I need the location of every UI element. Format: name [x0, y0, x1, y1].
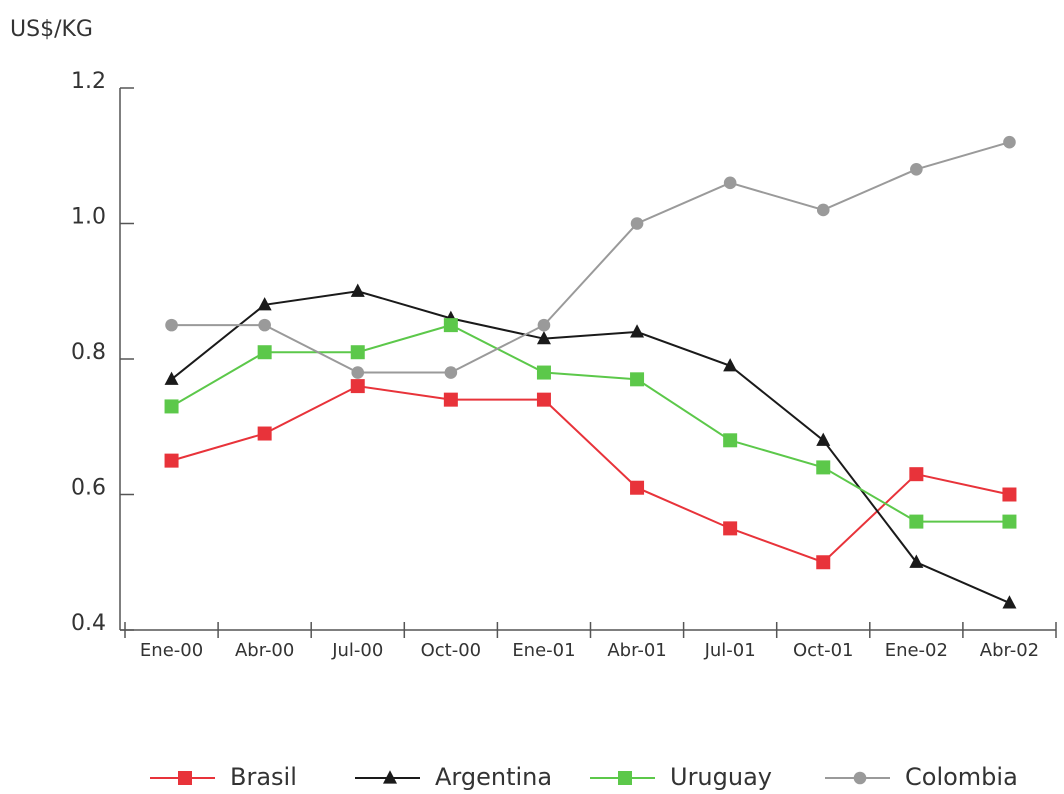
data-point — [536, 392, 551, 407]
data-point — [723, 433, 738, 448]
data-point — [350, 379, 365, 394]
y-tick-label: 1.0 — [71, 205, 106, 230]
data-point — [350, 283, 365, 297]
data-point — [536, 330, 551, 345]
legend-marker — [178, 771, 192, 785]
series-line — [171, 141, 1010, 374]
y-tick-label: 0.4 — [71, 611, 106, 636]
data-point — [258, 318, 271, 332]
x-tick-label: Abr-00 — [235, 640, 294, 661]
data-point — [164, 453, 179, 468]
x-tick-label: Ene-01 — [512, 640, 575, 661]
x-tick-label: Oct-00 — [421, 640, 482, 661]
data-point — [164, 399, 179, 414]
data-point — [350, 345, 365, 360]
data-point — [351, 366, 365, 379]
data-point — [443, 392, 458, 407]
data-point — [257, 345, 272, 360]
legend-label: Colombia — [905, 763, 1018, 791]
data-point — [630, 372, 645, 387]
data-point — [1002, 514, 1017, 529]
x-tick-label: Ene-00 — [140, 640, 203, 661]
x-tick-label: Abr-02 — [980, 640, 1039, 661]
data-point — [630, 480, 645, 495]
y-axis-label: US$/KG — [10, 17, 93, 42]
y-tick-label: 0.8 — [71, 340, 106, 365]
legend-label: Brasil — [230, 763, 297, 791]
data-point — [909, 554, 924, 568]
legend-marker — [618, 771, 632, 785]
data-point — [723, 176, 737, 190]
data-point — [723, 358, 738, 372]
data-point — [536, 365, 551, 380]
legend-label: Uruguay — [670, 763, 772, 791]
x-tick-label: Oct-01 — [793, 640, 854, 661]
series-line — [170, 290, 1010, 604]
data-point — [816, 203, 830, 217]
data-point — [164, 371, 179, 385]
data-point — [443, 318, 458, 333]
data-point — [257, 426, 272, 441]
data-point — [909, 514, 924, 529]
data-point — [1002, 595, 1017, 609]
legend-marker — [383, 770, 397, 784]
x-tick-label: Ene-02 — [885, 640, 948, 661]
data-point — [537, 318, 551, 332]
legend-label: Argentina — [435, 763, 552, 791]
data-point — [816, 555, 831, 570]
x-tick-label: Jul-01 — [704, 640, 756, 661]
data-point — [816, 460, 831, 475]
data-point — [910, 163, 923, 176]
data-point — [909, 467, 924, 482]
y-tick-label: 1.2 — [71, 69, 106, 94]
data-point — [816, 432, 831, 446]
data-point — [165, 318, 178, 332]
data-point — [1002, 487, 1017, 502]
x-tick-label: Jul-00 — [331, 640, 383, 661]
series-line — [171, 324, 1010, 523]
data-point — [257, 297, 272, 311]
x-tick-label: Abr-01 — [607, 640, 666, 661]
data-point — [444, 366, 458, 379]
y-tick-label: 0.6 — [71, 476, 106, 501]
data-point — [630, 217, 644, 230]
data-point — [1003, 135, 1016, 149]
data-point — [723, 521, 738, 536]
legend-marker — [853, 771, 867, 785]
data-point — [630, 324, 645, 338]
series-line — [171, 385, 1010, 564]
